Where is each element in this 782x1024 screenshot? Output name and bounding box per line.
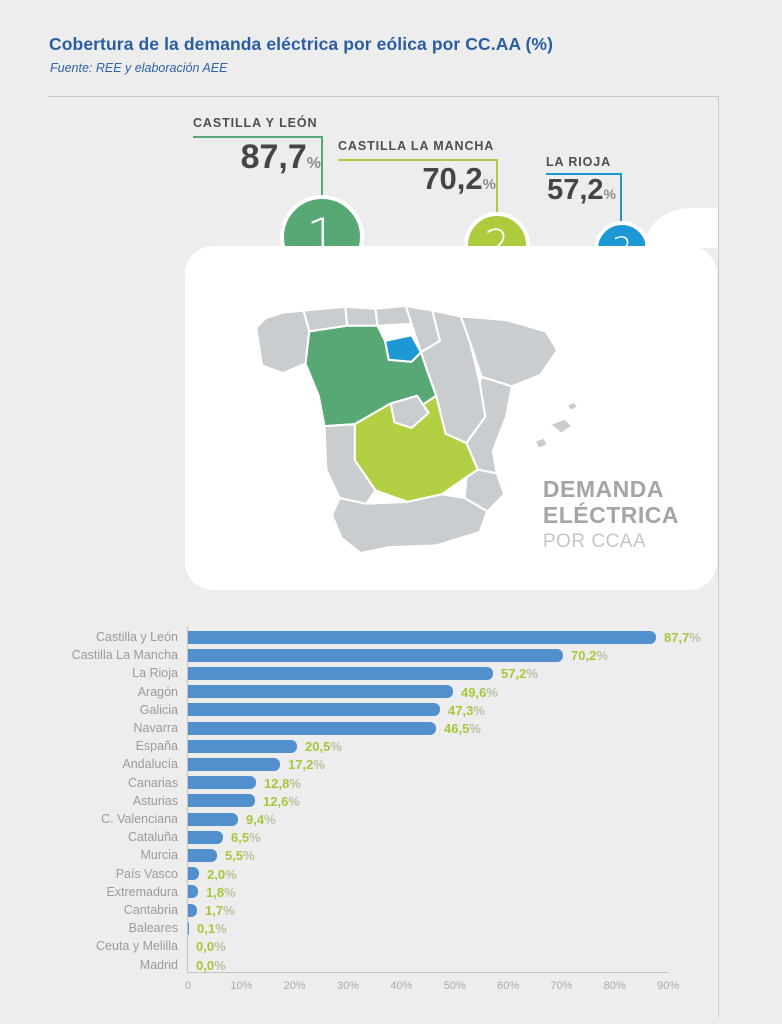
bar-label-4: Galicia	[139, 702, 178, 717]
bar-value-16: 0,1%	[197, 921, 227, 937]
bar-label-7: Andalucía	[122, 757, 178, 772]
x-tick-2: 20%	[283, 980, 306, 992]
bar-label-8: Canarias	[127, 775, 178, 790]
highlight-1-name: CASTILLA Y LEÓN	[193, 116, 318, 130]
highlight-3-connector-v	[620, 173, 622, 223]
bar-label-3: Aragón	[137, 684, 178, 699]
bar-12	[188, 848, 217, 862]
bar-label-6: España	[135, 739, 178, 754]
map-region-baleares-mallorca	[548, 417, 574, 435]
bar-label-17: Ceuta y Melilla	[96, 939, 178, 954]
highlight-1-connector-h	[193, 136, 323, 138]
bar-7	[188, 757, 280, 771]
bar-label-12: Murcia	[140, 848, 178, 863]
map-region-baleares-menorca	[565, 400, 580, 413]
bar-label-11: Cataluña	[127, 830, 178, 845]
x-tick-6: 60%	[497, 980, 520, 992]
highlight-2-connector-h	[338, 159, 498, 161]
bar-value-9: 12,6%	[263, 793, 300, 809]
highlight-3-name: LA RIOJA	[546, 155, 612, 169]
bar-3	[188, 685, 453, 699]
x-tick-0: 0	[184, 980, 192, 992]
bar-value-2: 57,2%	[501, 666, 538, 682]
highlight-1-connector-v	[321, 136, 323, 198]
panel-right-rule	[718, 96, 719, 1017]
bar-value-10: 9,4%	[246, 812, 276, 827]
bar-label-18: Madrid	[139, 957, 178, 972]
x-tick-1: 10%	[230, 980, 253, 992]
bar-5	[188, 721, 436, 735]
bar-value-4: 47,3%	[448, 702, 485, 718]
bar-value-17: 0,0%	[196, 939, 226, 955]
panel-top-rule	[48, 96, 719, 97]
map-region-madrid	[389, 394, 430, 430]
map-caption-line3: POR CCAA	[542, 530, 647, 552]
bar-6	[188, 739, 297, 753]
map-region-baleares-ibiza	[533, 436, 549, 450]
bar-1	[188, 648, 563, 662]
x-tick-3: 30%	[337, 980, 360, 992]
highlight-3-value: 57,2%	[547, 174, 616, 206]
bar-label-16: Baleares	[128, 921, 178, 936]
highlight-2-value: 70,2%	[422, 161, 496, 196]
bar-9	[188, 794, 255, 808]
x-tick-7: 70%	[550, 980, 573, 992]
bar-16	[188, 921, 189, 935]
bar-10	[188, 812, 238, 826]
page-title: Cobertura de la demanda eléctrica por eó…	[49, 34, 554, 54]
bar-value-8: 12,8%	[264, 775, 301, 791]
x-tick-4: 40%	[390, 980, 413, 992]
bar-value-15: 1,7%	[205, 903, 235, 918]
map-caption-line2: ELÉCTRICA	[542, 501, 679, 528]
highlight-2-name: CASTILLA LA MANCHA	[338, 139, 495, 153]
map-card: DEMANDA ELÉCTRICA POR CCAA	[185, 246, 717, 590]
bar-14	[188, 885, 198, 899]
highlight-3-connector-h	[546, 173, 622, 175]
bar-value-1: 70,2%	[571, 648, 608, 664]
bar-value-11: 6,5%	[231, 830, 261, 846]
source-note: Fuente: REE y elaboración AEE	[50, 61, 228, 75]
bar-label-1: Castilla La Mancha	[71, 648, 178, 663]
bar-value-5: 46,5%	[444, 721, 481, 736]
bar-label-15: Cantabria	[123, 903, 178, 917]
x-tick-8: 80%	[603, 980, 626, 992]
bar-11	[188, 830, 223, 844]
x-tick-9: 90%	[657, 980, 680, 992]
bar-2	[188, 666, 493, 680]
bar-13	[188, 867, 199, 881]
bar-value-12: 5,5%	[225, 848, 255, 864]
x-tick-5: 50%	[443, 980, 466, 992]
bar-label-5: Navarra	[133, 721, 178, 735]
highlight-2-connector-v	[496, 159, 498, 214]
y-axis-line	[187, 626, 188, 973]
bar-8	[188, 776, 256, 790]
bar-value-6: 20,5%	[305, 739, 342, 755]
bar-label-0: Castilla y León	[96, 630, 178, 644]
highlight-1-value: 87,7%	[240, 138, 321, 176]
bar-0	[188, 630, 656, 644]
bar-label-2: La Rioja	[132, 666, 178, 681]
bar-value-18: 0,0%	[196, 957, 226, 973]
bar-label-13: País Vasco	[115, 866, 178, 881]
bar-value-7: 17,2%	[288, 757, 325, 773]
bar-value-3: 49,6%	[461, 684, 498, 700]
bar-label-14: Extremadura	[106, 884, 178, 899]
spain-map	[255, 304, 580, 555]
map-region-andalucia	[330, 493, 489, 555]
map-region-cataluna	[459, 315, 559, 388]
bar-label-9: Asturias	[132, 793, 178, 808]
bar-value-14: 1,8%	[206, 884, 236, 900]
map-caption: DEMANDA ELÉCTRICA POR CCAA	[542, 476, 679, 552]
map-region-la-rioja	[383, 334, 423, 363]
bar-label-10: C. Valenciana	[101, 812, 178, 826]
bar-value-13: 2,0%	[207, 866, 237, 882]
map-caption-line1: DEMANDA	[542, 476, 664, 503]
x-axis-line	[187, 972, 669, 973]
bar-15	[188, 903, 197, 917]
bar-4	[188, 703, 440, 717]
bar-value-0: 87,7%	[664, 630, 701, 645]
map-region-extremadura	[323, 423, 377, 505]
